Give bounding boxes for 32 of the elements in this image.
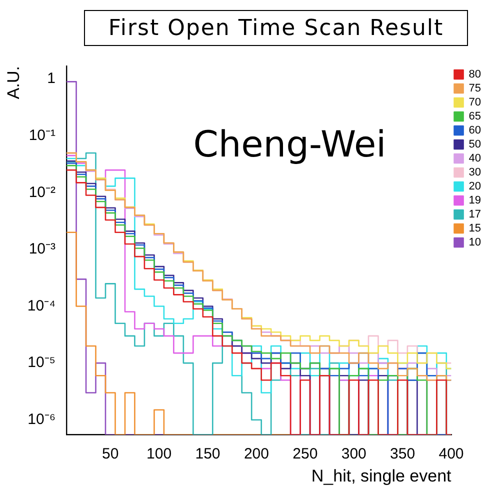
x-tick-label: 300 [341, 446, 366, 463]
y-tick-label: 10⁻¹ [28, 127, 56, 144]
legend-label: 17 [468, 208, 482, 221]
legend-label: 30 [468, 166, 482, 179]
x-tick-label: 350 [390, 446, 416, 463]
x-axis-title: N_hit, single event [311, 466, 452, 486]
y-tick-label: 10⁻² [28, 184, 56, 201]
y-tick-label: 10⁻³ [28, 240, 56, 258]
legend-label: 50 [468, 138, 482, 151]
x-tick-label: 250 [292, 446, 318, 463]
legend-label: 80 [468, 68, 482, 81]
y-tick-label: 1 [47, 70, 56, 88]
annotation: Cheng-Wei [193, 124, 386, 166]
y-tick-label: 10⁻⁴ [27, 297, 56, 314]
x-tick-label: 150 [195, 446, 220, 463]
legend-label: 19 [468, 194, 482, 207]
legend-label: 10 [468, 236, 482, 249]
y-tick-label: 10⁻⁵ [28, 354, 56, 372]
legend-label: 40 [468, 152, 482, 165]
y-axis-title: A.U. [4, 66, 23, 100]
legend-label: 75 [468, 82, 482, 95]
y-tick-label: 10⁻⁶ [28, 410, 56, 428]
chart-title: First Open Time Scan Result [84, 10, 468, 46]
legend-label: 65 [468, 110, 482, 123]
legend-label: 20 [468, 180, 482, 193]
legend-label: 60 [468, 124, 482, 137]
x-tick-label: 400 [438, 446, 464, 463]
legend-label: 70 [468, 96, 482, 109]
legend-label: 15 [468, 222, 482, 235]
x-tick-label: 50 [102, 446, 119, 463]
x-tick-label: 200 [244, 446, 269, 463]
x-tick-label: 100 [146, 446, 172, 463]
